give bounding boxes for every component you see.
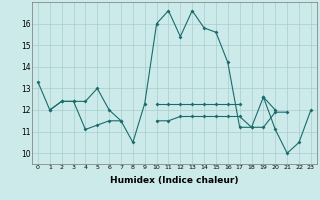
X-axis label: Humidex (Indice chaleur): Humidex (Indice chaleur) (110, 176, 239, 185)
